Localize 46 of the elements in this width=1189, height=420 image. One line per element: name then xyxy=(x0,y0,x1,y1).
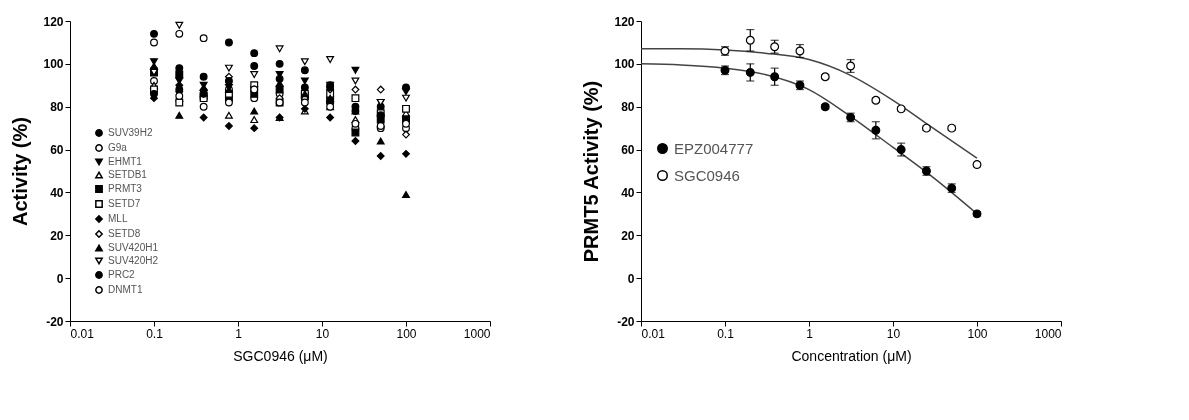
y-tick-label: 120 xyxy=(43,14,64,29)
x-tick-label: 10 xyxy=(886,326,901,341)
y-tick-label: 80 xyxy=(621,100,635,115)
x-tick-label: 0.1 xyxy=(146,326,164,341)
y-tick-label: 80 xyxy=(50,100,64,115)
legend-label: SUV420H2 xyxy=(108,255,159,266)
legend-label: EHMT1 xyxy=(108,156,143,167)
y-tick-label: 0 xyxy=(56,271,64,286)
y-tick-label: 40 xyxy=(621,185,635,200)
y-axis-title: Activity (%) xyxy=(9,117,32,226)
y-tick-label: 60 xyxy=(50,143,64,158)
legend-label: SUV39H2 xyxy=(108,127,153,138)
x-tick-label: 1 xyxy=(806,326,814,341)
y-tick-label: 100 xyxy=(614,57,635,72)
y-tick-label: 20 xyxy=(50,228,64,243)
legend-label: PRC2 xyxy=(108,269,136,280)
y-tick-label: -20 xyxy=(46,314,64,329)
y-tick-label: 0 xyxy=(627,271,635,286)
x-tick-label: 0.01 xyxy=(70,326,95,341)
legend-label: EPZ004777 xyxy=(674,139,754,157)
legend-label: PRMT3 xyxy=(108,183,143,194)
y-tick-label: 60 xyxy=(621,143,635,158)
legend-label: SETD7 xyxy=(108,198,141,209)
legend-label: SUV420H1 xyxy=(108,242,159,253)
x-axis-title: Concentration (μM) xyxy=(791,347,912,364)
y-tick-label: 40 xyxy=(50,185,64,200)
x-tick-label: 1000 xyxy=(463,326,491,341)
legend-label: G9a xyxy=(108,142,128,153)
y-axis-title: PRMT5 Activity (%) xyxy=(580,80,603,263)
legend-label: SGC0946 xyxy=(674,166,740,184)
y-tick-label: -20 xyxy=(617,314,635,329)
legend-label: DNMT1 xyxy=(108,284,143,295)
x-tick-label: 0.01 xyxy=(641,326,666,341)
y-tick-label: 120 xyxy=(614,14,635,29)
x-tick-label: 1000 xyxy=(1034,326,1062,341)
legend-label: SETD8 xyxy=(108,228,141,239)
x-tick-label: 100 xyxy=(967,326,988,341)
y-tick-label: 20 xyxy=(621,228,635,243)
x-tick-label: 1 xyxy=(235,326,243,341)
x-tick-label: 100 xyxy=(396,326,417,341)
x-tick-label: 10 xyxy=(315,326,330,341)
legend-label: SETDB1 xyxy=(108,169,148,180)
legend-label: MLL xyxy=(108,213,128,224)
x-axis-title: SGC0946 (μM) xyxy=(233,347,328,364)
x-tick-label: 0.1 xyxy=(717,326,735,341)
y-tick-label: 100 xyxy=(43,57,64,72)
